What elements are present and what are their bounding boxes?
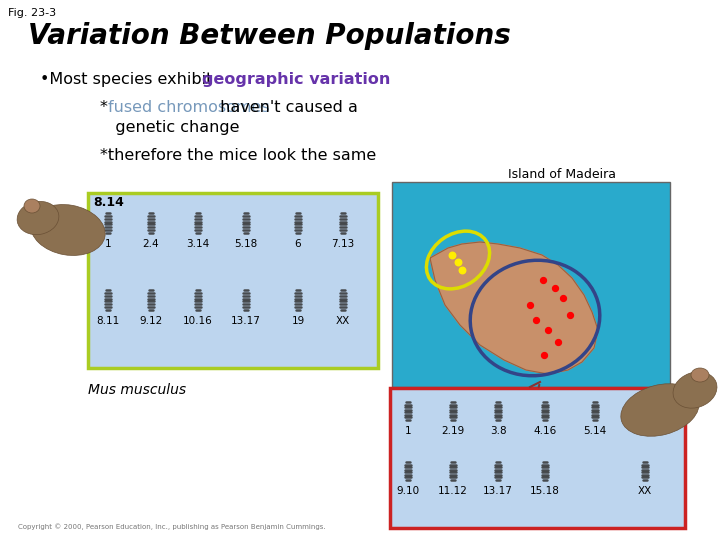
Text: XX: XX — [638, 486, 652, 496]
Point — [564, 310, 576, 319]
Text: 5.14: 5.14 — [583, 426, 607, 436]
Text: •Most species exhibit: •Most species exhibit — [40, 72, 217, 87]
Text: 8.11: 8.11 — [96, 316, 120, 326]
Text: 8.14: 8.14 — [93, 196, 124, 209]
Point — [539, 350, 550, 359]
Text: Island of Madeira: Island of Madeira — [508, 168, 616, 181]
Point — [557, 294, 569, 302]
Point — [456, 266, 468, 274]
FancyBboxPatch shape — [392, 182, 670, 387]
Text: 2.19: 2.19 — [441, 426, 464, 436]
Text: 1: 1 — [104, 239, 112, 249]
Text: 4.16: 4.16 — [534, 426, 557, 436]
Ellipse shape — [24, 199, 40, 213]
Ellipse shape — [17, 201, 59, 235]
Text: 2.4: 2.4 — [143, 239, 159, 249]
Text: Mus musculus: Mus musculus — [88, 383, 186, 397]
Text: genetic change: genetic change — [100, 120, 240, 135]
Ellipse shape — [621, 384, 699, 436]
Text: 9.10: 9.10 — [397, 486, 420, 496]
Text: 10.16: 10.16 — [183, 316, 213, 326]
FancyBboxPatch shape — [390, 388, 685, 528]
Text: Copyright © 2000, Pearson Education, Inc., publishing as Pearson Benjamin Cummin: Copyright © 2000, Pearson Education, Inc… — [18, 523, 325, 530]
Text: 9.12: 9.12 — [140, 316, 163, 326]
Text: 15.18: 15.18 — [530, 486, 560, 496]
Point — [530, 316, 541, 325]
Text: fused chromosomes: fused chromosomes — [108, 100, 269, 115]
Text: 5.18: 5.18 — [235, 239, 258, 249]
Point — [524, 301, 536, 309]
Point — [452, 258, 464, 266]
Text: 1: 1 — [405, 426, 411, 436]
Text: 7.13: 7.13 — [331, 239, 355, 249]
Ellipse shape — [673, 372, 717, 408]
Point — [542, 326, 554, 334]
Text: 13.17: 13.17 — [483, 486, 513, 496]
Text: Variation Between Populations: Variation Between Populations — [28, 22, 510, 50]
FancyBboxPatch shape — [88, 193, 378, 368]
Text: XX: XX — [336, 316, 350, 326]
Text: geographic variation: geographic variation — [202, 72, 390, 87]
Text: 19: 19 — [292, 316, 305, 326]
Text: 13.17: 13.17 — [231, 316, 261, 326]
Point — [537, 276, 549, 285]
Text: 3.14: 3.14 — [186, 239, 210, 249]
Point — [446, 251, 458, 259]
Point — [549, 284, 561, 292]
Text: Fig. 23-3: Fig. 23-3 — [8, 8, 56, 18]
Text: 6.7: 6.7 — [636, 426, 653, 436]
Point — [552, 338, 564, 346]
Text: *: * — [100, 100, 108, 115]
Text: 6: 6 — [294, 239, 301, 249]
Text: 3.8: 3.8 — [490, 426, 506, 436]
Text: 11.12: 11.12 — [438, 486, 468, 496]
Polygon shape — [430, 242, 598, 374]
Ellipse shape — [31, 205, 105, 255]
Ellipse shape — [691, 368, 709, 382]
Text: *therefore the mice look the same: *therefore the mice look the same — [100, 148, 377, 163]
Text: haven't caused a: haven't caused a — [215, 100, 358, 115]
